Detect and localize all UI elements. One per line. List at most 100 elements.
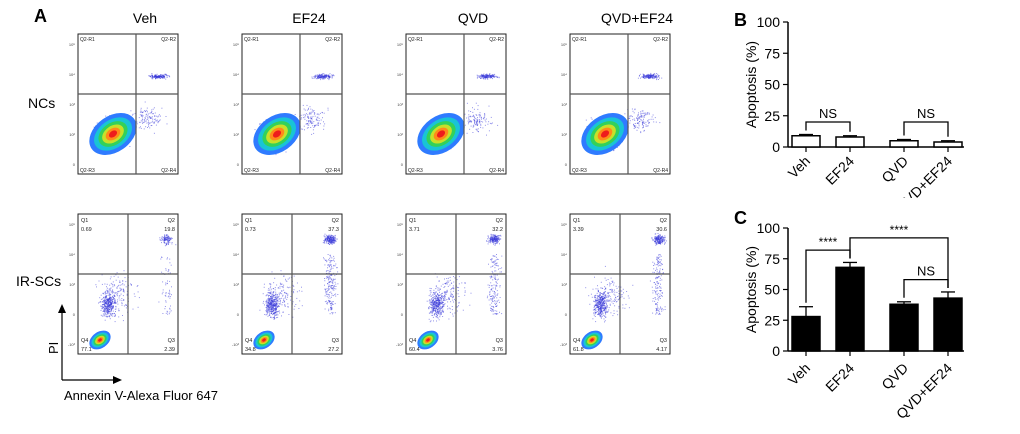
event-dot bbox=[308, 108, 309, 110]
event-dot bbox=[111, 306, 112, 307]
event-dot bbox=[652, 118, 654, 120]
event-dot bbox=[310, 121, 312, 123]
event-dot bbox=[493, 74, 495, 76]
event-dot bbox=[647, 125, 649, 127]
event-dot bbox=[632, 119, 634, 121]
event-dot bbox=[105, 307, 107, 309]
event-dot bbox=[106, 316, 108, 318]
event-dot bbox=[480, 126, 482, 128]
event-dot bbox=[613, 149, 615, 151]
event-dot bbox=[484, 116, 486, 118]
event-dot bbox=[473, 119, 474, 121]
y-tick-label: 0 bbox=[73, 162, 76, 167]
event-dot bbox=[328, 77, 330, 79]
event-dot bbox=[634, 108, 636, 110]
event-dot bbox=[312, 110, 314, 112]
event-dot bbox=[308, 124, 310, 126]
event-dot bbox=[144, 119, 145, 121]
event-dot bbox=[312, 125, 314, 127]
event-dot bbox=[140, 126, 141, 128]
event-dot bbox=[643, 130, 645, 132]
event-dot bbox=[490, 77, 492, 79]
event-dot bbox=[651, 116, 653, 118]
event-dot bbox=[643, 115, 645, 117]
event-dot bbox=[140, 109, 142, 111]
event-dot bbox=[643, 76, 645, 78]
event-dot bbox=[152, 120, 154, 122]
event-dot bbox=[648, 121, 650, 123]
panel-letter-b: B bbox=[734, 10, 747, 30]
y-tick-label: 10² bbox=[69, 132, 75, 137]
event-dot bbox=[147, 116, 149, 118]
event-dot bbox=[145, 126, 147, 128]
event-dot bbox=[311, 122, 313, 124]
event-dot bbox=[103, 306, 105, 308]
event-dot bbox=[155, 120, 157, 122]
event-dot bbox=[653, 121, 655, 123]
event-dot bbox=[311, 76, 313, 78]
event-dot bbox=[153, 121, 155, 123]
event-dot bbox=[304, 116, 306, 118]
event-dot bbox=[488, 74, 490, 75]
panel-letter-a: A bbox=[34, 6, 47, 26]
event-dot bbox=[102, 310, 104, 312]
event-dot bbox=[643, 129, 645, 131]
event-dot bbox=[114, 298, 116, 300]
event-dot bbox=[161, 107, 163, 109]
event-dot bbox=[311, 77, 313, 79]
event-dot bbox=[476, 121, 478, 123]
event-dot bbox=[478, 131, 479, 133]
event-dot bbox=[152, 76, 154, 78]
event-dot bbox=[467, 120, 469, 122]
column-label-ef24: EF24 bbox=[292, 10, 326, 26]
event-dot bbox=[322, 117, 323, 119]
event-dot bbox=[492, 78, 493, 80]
event-dot bbox=[630, 115, 632, 117]
event-dot bbox=[492, 75, 494, 77]
event-dot bbox=[307, 116, 309, 118]
event-dot bbox=[109, 318, 111, 320]
event-dot bbox=[161, 77, 163, 79]
event-dot bbox=[640, 111, 642, 113]
event-dot bbox=[479, 116, 481, 118]
event-dot bbox=[487, 76, 489, 78]
event-dot bbox=[650, 72, 652, 74]
event-dot bbox=[489, 77, 491, 79]
event-dot bbox=[157, 76, 159, 78]
event-dot bbox=[319, 123, 321, 125]
event-dot bbox=[111, 290, 113, 292]
event-dot bbox=[481, 75, 483, 77]
event-dot bbox=[104, 312, 106, 314]
event-dot bbox=[142, 116, 143, 118]
event-dot bbox=[148, 123, 150, 125]
event-dot bbox=[467, 116, 469, 118]
event-dot bbox=[486, 76, 488, 78]
event-dot bbox=[156, 75, 158, 77]
event-dot bbox=[642, 127, 644, 129]
event-dot bbox=[477, 119, 479, 121]
event-dot bbox=[633, 124, 634, 126]
y-tick-label: 0 bbox=[73, 312, 76, 317]
event-dot bbox=[158, 115, 160, 117]
event-dot bbox=[136, 123, 138, 125]
event-dot bbox=[105, 293, 106, 295]
event-dot bbox=[645, 77, 647, 79]
event-dot bbox=[311, 121, 313, 123]
event-dot bbox=[637, 118, 638, 120]
event-dot bbox=[629, 117, 631, 119]
event-dot bbox=[161, 75, 163, 77]
event-dot bbox=[254, 129, 256, 131]
event-dot bbox=[320, 77, 322, 79]
event-dot bbox=[327, 109, 329, 111]
event-dot bbox=[324, 123, 326, 125]
event-dot bbox=[101, 315, 103, 317]
event-dot bbox=[314, 76, 316, 78]
event-dot bbox=[321, 111, 323, 113]
event-dot bbox=[151, 75, 153, 77]
event-dot bbox=[466, 102, 468, 104]
event-dot bbox=[322, 76, 323, 78]
event-dot bbox=[163, 74, 165, 76]
density-contour bbox=[600, 130, 610, 138]
